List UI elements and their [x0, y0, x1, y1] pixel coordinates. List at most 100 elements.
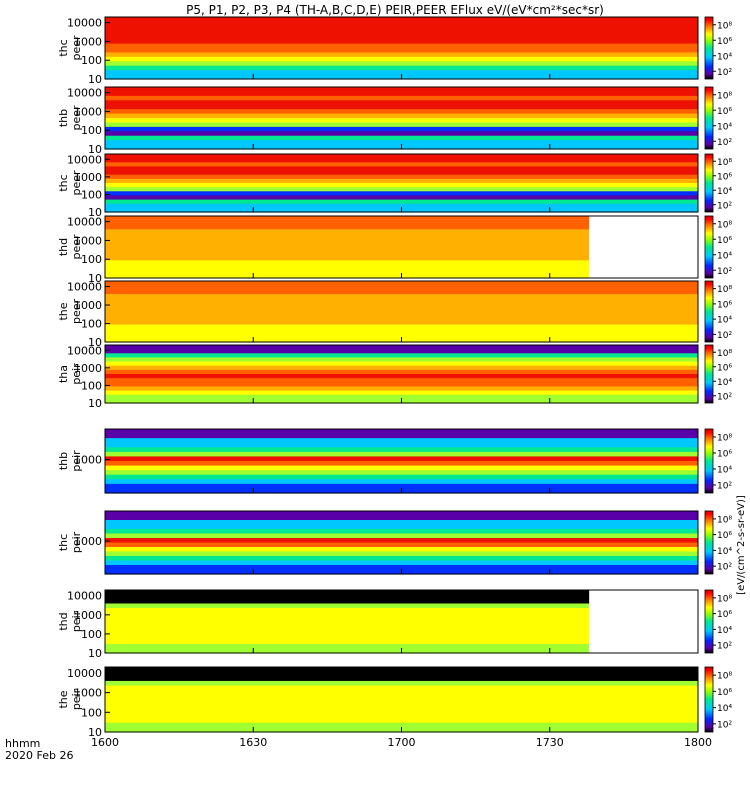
colorbar-tick-label: 10²	[717, 138, 732, 148]
panel-1: 10 100 1000 10000 thc peer 10² 10⁴ 10⁶ 10⁸	[57, 16, 732, 86]
panel-10: 10 100 1000 10000 1600 1630 1700 1730 1800 the pei…	[57, 666, 732, 749]
energy-band	[105, 126, 698, 132]
energy-band	[105, 170, 698, 176]
colorbar-tick-label: 10⁴	[717, 547, 732, 557]
energy-band	[105, 556, 698, 562]
y-tick-label: 100	[81, 54, 102, 67]
energy-band	[105, 17, 698, 23]
colorbar	[704, 215, 714, 279]
colorbar-tick-label: 10²	[717, 68, 732, 78]
energy-band	[105, 456, 698, 462]
energy-band	[105, 264, 590, 270]
energy-band	[105, 560, 698, 566]
energy-band	[105, 65, 698, 71]
energy-band	[105, 704, 698, 710]
energy-band	[105, 599, 590, 605]
energy-band	[105, 551, 698, 557]
energy-band	[105, 34, 698, 40]
x-tick-label: 1700	[388, 736, 416, 749]
energy-band	[105, 699, 698, 705]
spectrogram-image	[105, 17, 698, 80]
energy-band	[105, 621, 590, 627]
energy-band	[105, 320, 698, 326]
energy-band	[105, 520, 698, 526]
energy-band	[105, 158, 698, 163]
panel-name: thd	[57, 612, 70, 630]
y-tick-label: 10	[88, 272, 102, 285]
energy-band	[105, 199, 698, 205]
colorbar	[704, 428, 714, 494]
colorbar-tick-label: 10⁸	[717, 21, 732, 31]
energy-band	[105, 694, 698, 701]
energy-band	[105, 685, 698, 691]
energy-band	[105, 382, 698, 388]
energy-band	[105, 70, 698, 76]
colorbar-tick-label: 10²	[717, 482, 732, 492]
y-tick-label: 10000	[67, 344, 102, 357]
colorbar-tick-label: 10⁴	[717, 378, 732, 388]
colorbar	[704, 86, 714, 150]
date-label: 2020 Feb 26	[5, 749, 73, 762]
energy-band	[105, 30, 698, 36]
energy-band	[105, 229, 590, 235]
energy-band	[105, 511, 698, 517]
y-tick-label: 10000	[67, 87, 102, 100]
energy-band	[105, 131, 698, 137]
colorbar	[704, 589, 714, 654]
energy-band	[105, 216, 590, 222]
energy-band	[105, 39, 698, 45]
colorbar-tick-label: 10⁴	[717, 187, 732, 197]
y-tick-label: 1000	[74, 362, 102, 375]
colorbar-tick-label: 10²	[717, 392, 732, 402]
energy-band	[105, 603, 590, 609]
panel-name: the	[57, 690, 70, 708]
colorbar-tick-label: 10⁸	[717, 515, 732, 525]
y-tick-label: 10	[88, 647, 102, 660]
spectrogram-image	[105, 281, 698, 343]
y-tick-label: 100	[81, 124, 102, 137]
energy-band	[105, 690, 698, 696]
colorbar-tick-label: 10⁴	[717, 122, 732, 132]
energy-band	[105, 345, 698, 350]
y-tick-label: 1000	[74, 609, 102, 622]
y-tick-label: 10000	[67, 17, 102, 30]
energy-band	[105, 447, 698, 453]
energy-band	[105, 474, 698, 480]
panel-9: 10 100 1000 10000 thd peir 10² 10⁴ 10⁶ 10⁸	[57, 589, 732, 660]
energy-band	[105, 122, 698, 128]
energy-band	[105, 166, 698, 172]
colorbar	[704, 510, 714, 575]
colorbar-tick-label: 10⁶	[717, 236, 732, 246]
spectrogram-image	[105, 87, 698, 150]
y-tick-label: 10000	[67, 590, 102, 603]
panel-7: 1000 thb peir 10² 10⁴ 10⁶ 10⁸	[57, 428, 732, 494]
energy-band	[105, 224, 590, 230]
energy-band	[105, 48, 698, 54]
energy-band	[105, 626, 590, 632]
energy-band	[105, 109, 698, 115]
energy-band	[105, 140, 698, 146]
y-tick-label: 1000	[74, 105, 102, 118]
panel-name: peer	[70, 234, 83, 260]
colorbar	[704, 153, 714, 213]
energy-band	[105, 294, 698, 300]
colorbar-tick-label: 10⁶	[717, 531, 732, 541]
energy-band	[105, 255, 590, 261]
panel-5: 10 100 1000 10000 the peer 10² 10⁴ 10⁶ 10⁸	[57, 280, 732, 349]
colorbar-tick-label: 10⁴	[717, 52, 732, 62]
energy-band	[105, 191, 698, 197]
energy-band	[105, 390, 698, 396]
energy-band	[105, 315, 698, 321]
energy-band	[105, 533, 698, 539]
y-tick-label: 10	[88, 206, 102, 219]
colorbar	[704, 280, 714, 343]
energy-band	[105, 135, 698, 141]
energy-band	[105, 43, 698, 49]
colorbar-tick-label: 10²	[717, 201, 732, 211]
panel-name: peir	[70, 688, 83, 710]
energy-band	[105, 61, 698, 67]
panel-name: peir	[70, 450, 83, 472]
energy-band	[105, 542, 698, 548]
y-tick-label: 1000	[74, 234, 102, 247]
